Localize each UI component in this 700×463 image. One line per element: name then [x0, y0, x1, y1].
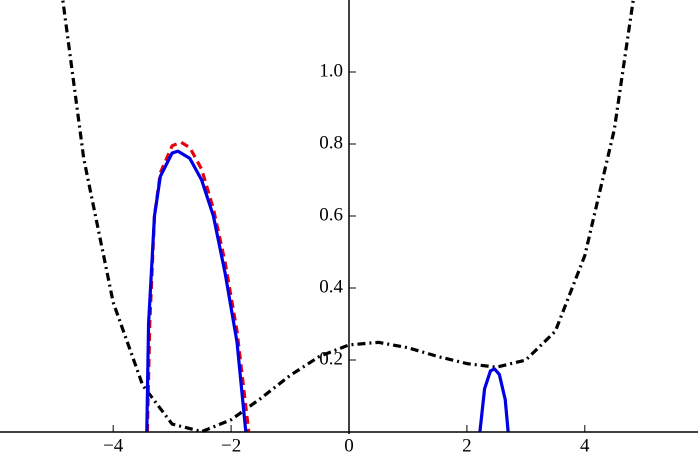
y-tick-label: 0.8: [319, 132, 343, 153]
y-tick-label: 0.6: [319, 204, 343, 225]
x-tick-label: 2: [462, 435, 472, 456]
curve: [478, 367, 510, 433]
x-tick-label: −4: [103, 435, 124, 456]
x-tick-label: 0: [344, 435, 354, 456]
curve: [61, 0, 635, 434]
x-tick-label: 4: [580, 435, 590, 456]
curve: [145, 140, 251, 433]
y-tick-label: 0.4: [319, 276, 343, 297]
curve: [145, 149, 248, 433]
y-tick-label: 1.0: [319, 60, 343, 81]
y-tick-label: 0.2: [319, 348, 343, 369]
x-tick-label: −2: [221, 435, 241, 456]
plot-area: [61, 0, 635, 434]
